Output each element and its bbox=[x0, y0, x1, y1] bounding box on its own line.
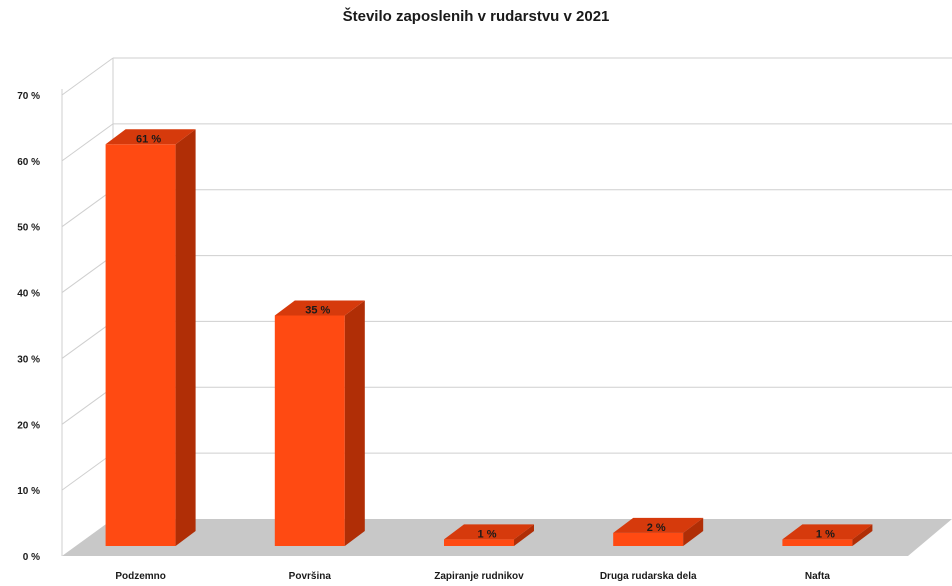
data-label: 1 % bbox=[816, 528, 835, 540]
gridline-side bbox=[61, 386, 114, 425]
bar-front bbox=[105, 144, 176, 546]
y-tick-label: 10 % bbox=[17, 486, 40, 497]
bar-side bbox=[683, 517, 704, 546]
x-category-label: Nafta bbox=[805, 571, 830, 582]
x-category-label: Površina bbox=[289, 571, 332, 582]
bar-top bbox=[782, 524, 873, 540]
bar-side bbox=[852, 524, 873, 546]
bar-front bbox=[782, 539, 853, 546]
bar-front bbox=[274, 315, 345, 546]
gridline-side bbox=[61, 321, 114, 359]
x-category-label: Druga rudarska dela bbox=[600, 571, 697, 582]
bar-top bbox=[613, 517, 704, 533]
bar-front bbox=[444, 539, 514, 546]
gridline-side bbox=[61, 123, 114, 162]
data-label: 35 % bbox=[305, 305, 330, 317]
gridline-side bbox=[61, 255, 114, 293]
y-tick-label: 20 % bbox=[17, 420, 40, 431]
bar-front bbox=[613, 532, 684, 546]
gridline-side bbox=[61, 57, 114, 96]
data-label: 61 % bbox=[136, 133, 161, 145]
y-tick-label: 0 % bbox=[23, 552, 40, 563]
bar-top bbox=[105, 129, 196, 145]
y-tick-label: 50 % bbox=[17, 223, 40, 234]
chart-title: Število zaposlenih v rudarstvu v 2021 bbox=[342, 8, 610, 25]
gridline-side bbox=[61, 189, 114, 228]
y-tick-label: 70 % bbox=[17, 91, 40, 102]
bar-side bbox=[514, 524, 534, 546]
x-category-label: Zapiranje rudnikov bbox=[434, 571, 524, 582]
bar-top bbox=[444, 524, 534, 540]
data-label: 1 % bbox=[478, 528, 497, 540]
y-tick-label: 30 % bbox=[17, 354, 40, 365]
data-label: 2 % bbox=[647, 522, 666, 534]
y-tick-label: 60 % bbox=[17, 157, 40, 168]
bar-side bbox=[344, 300, 365, 546]
bar-top bbox=[274, 300, 365, 316]
y-tick-label: 40 % bbox=[17, 289, 40, 300]
x-category-label: Podzemno bbox=[115, 571, 166, 582]
gridline-side bbox=[61, 452, 114, 491]
bar-side bbox=[175, 129, 196, 546]
